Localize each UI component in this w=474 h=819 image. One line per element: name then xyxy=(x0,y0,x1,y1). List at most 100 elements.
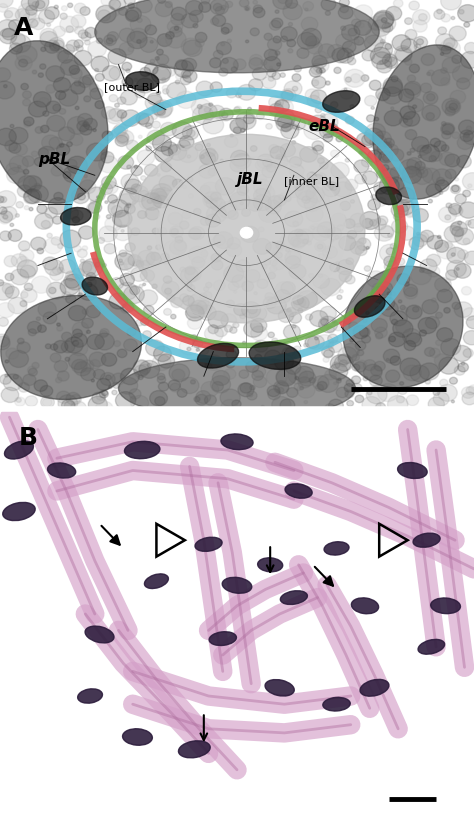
Circle shape xyxy=(350,242,365,255)
Circle shape xyxy=(196,349,200,352)
Circle shape xyxy=(23,375,36,386)
Circle shape xyxy=(463,174,474,191)
Circle shape xyxy=(54,361,67,373)
Circle shape xyxy=(145,26,156,36)
Circle shape xyxy=(399,227,415,241)
Circle shape xyxy=(0,375,11,385)
Circle shape xyxy=(230,120,245,133)
Circle shape xyxy=(16,398,21,403)
Circle shape xyxy=(388,234,392,238)
Circle shape xyxy=(377,15,393,29)
Circle shape xyxy=(412,167,433,185)
Circle shape xyxy=(206,283,212,288)
Circle shape xyxy=(0,5,8,13)
Circle shape xyxy=(451,254,455,257)
Circle shape xyxy=(441,47,451,55)
Circle shape xyxy=(37,206,47,215)
Circle shape xyxy=(154,188,173,205)
Circle shape xyxy=(130,29,147,44)
Circle shape xyxy=(116,133,128,145)
Circle shape xyxy=(268,77,274,82)
Circle shape xyxy=(93,259,105,269)
Circle shape xyxy=(134,166,137,169)
Circle shape xyxy=(428,267,440,278)
Circle shape xyxy=(394,47,412,62)
Circle shape xyxy=(298,309,303,314)
Circle shape xyxy=(144,165,158,177)
Circle shape xyxy=(27,20,38,29)
Circle shape xyxy=(240,203,244,206)
Circle shape xyxy=(199,305,216,321)
Circle shape xyxy=(267,39,282,52)
Circle shape xyxy=(288,24,292,27)
Circle shape xyxy=(359,152,363,155)
Circle shape xyxy=(166,295,175,302)
Circle shape xyxy=(33,93,51,108)
Circle shape xyxy=(437,243,456,260)
Circle shape xyxy=(236,94,241,98)
Circle shape xyxy=(442,124,454,135)
Circle shape xyxy=(454,302,472,318)
Circle shape xyxy=(73,330,82,338)
Circle shape xyxy=(124,256,144,274)
Circle shape xyxy=(82,319,93,328)
Circle shape xyxy=(382,88,402,105)
Circle shape xyxy=(34,184,40,189)
Circle shape xyxy=(150,193,159,201)
Circle shape xyxy=(312,148,315,152)
Circle shape xyxy=(36,318,40,321)
Circle shape xyxy=(327,343,333,350)
Circle shape xyxy=(18,186,32,198)
Circle shape xyxy=(330,185,337,191)
Circle shape xyxy=(54,341,68,354)
Circle shape xyxy=(311,227,315,230)
Circle shape xyxy=(41,221,50,229)
Circle shape xyxy=(254,292,257,296)
Circle shape xyxy=(221,43,225,47)
Circle shape xyxy=(342,25,360,42)
Circle shape xyxy=(140,68,150,77)
Circle shape xyxy=(15,10,29,22)
Circle shape xyxy=(306,208,323,223)
Circle shape xyxy=(253,6,263,14)
Circle shape xyxy=(349,311,357,318)
Circle shape xyxy=(131,396,148,411)
Circle shape xyxy=(1,207,17,221)
Circle shape xyxy=(108,204,115,210)
Circle shape xyxy=(190,11,203,23)
Circle shape xyxy=(442,132,451,140)
Circle shape xyxy=(58,396,78,412)
Circle shape xyxy=(90,89,103,100)
Circle shape xyxy=(439,40,460,58)
Circle shape xyxy=(71,342,88,356)
Circle shape xyxy=(79,284,98,301)
Circle shape xyxy=(266,369,287,387)
Circle shape xyxy=(32,2,38,8)
Circle shape xyxy=(174,241,186,251)
Circle shape xyxy=(63,166,82,183)
Circle shape xyxy=(93,129,96,133)
Circle shape xyxy=(127,32,147,50)
Circle shape xyxy=(58,244,63,249)
Circle shape xyxy=(262,265,267,269)
Circle shape xyxy=(23,170,29,175)
Circle shape xyxy=(368,200,380,210)
Circle shape xyxy=(275,282,293,298)
Circle shape xyxy=(373,150,378,155)
Circle shape xyxy=(266,297,286,314)
Circle shape xyxy=(89,352,106,367)
Ellipse shape xyxy=(265,680,294,696)
Circle shape xyxy=(397,188,414,204)
Circle shape xyxy=(81,369,95,381)
Circle shape xyxy=(434,142,447,152)
Circle shape xyxy=(319,69,325,74)
Circle shape xyxy=(429,349,440,358)
Circle shape xyxy=(383,78,402,95)
Circle shape xyxy=(216,117,220,120)
Circle shape xyxy=(82,123,87,128)
Circle shape xyxy=(182,186,187,189)
Circle shape xyxy=(285,183,302,198)
Circle shape xyxy=(231,68,237,73)
Ellipse shape xyxy=(249,342,301,370)
Circle shape xyxy=(265,201,282,215)
